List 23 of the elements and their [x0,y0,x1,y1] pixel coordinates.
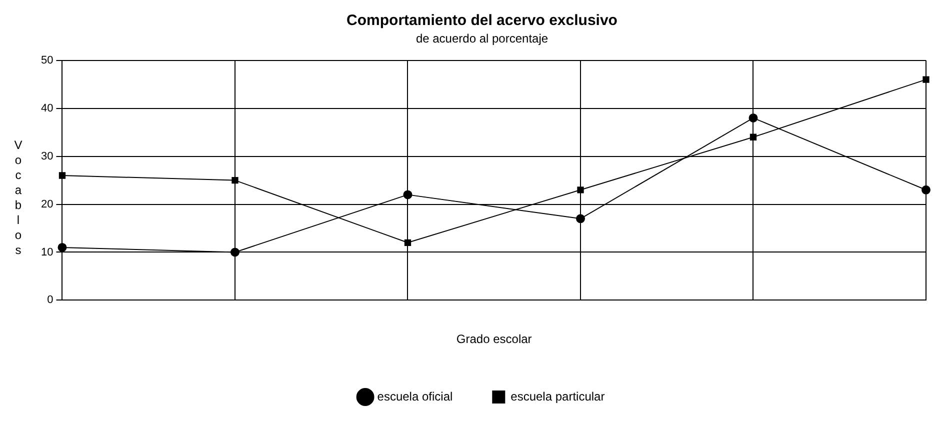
point [922,185,930,194]
point [922,76,930,83]
point [577,186,584,194]
chart-title: Comportamiento del acervo exclusivo [346,12,618,30]
point [403,190,412,200]
point [404,239,412,246]
point [748,113,758,122]
point [576,214,585,224]
y-tick-label: 30 [40,150,54,162]
y-tick-label: 20 [40,198,54,210]
y-tick-label: 10 [40,246,54,258]
legend-label: escuela oficial [377,389,453,404]
point [750,134,757,140]
y-tick-label: 40 [40,102,54,114]
point [58,172,66,179]
y-tick-label: 0 [47,294,54,306]
x-axis-title: Grado escolar [456,332,532,346]
point [230,248,240,257]
point [232,176,238,184]
y-axis-title: Vocablos [14,138,22,258]
legend-label: escuela particular [510,389,605,404]
chart-subtitle: de acuerdo al porcentaje [416,32,548,46]
y-tick-label: 50 [40,54,54,66]
